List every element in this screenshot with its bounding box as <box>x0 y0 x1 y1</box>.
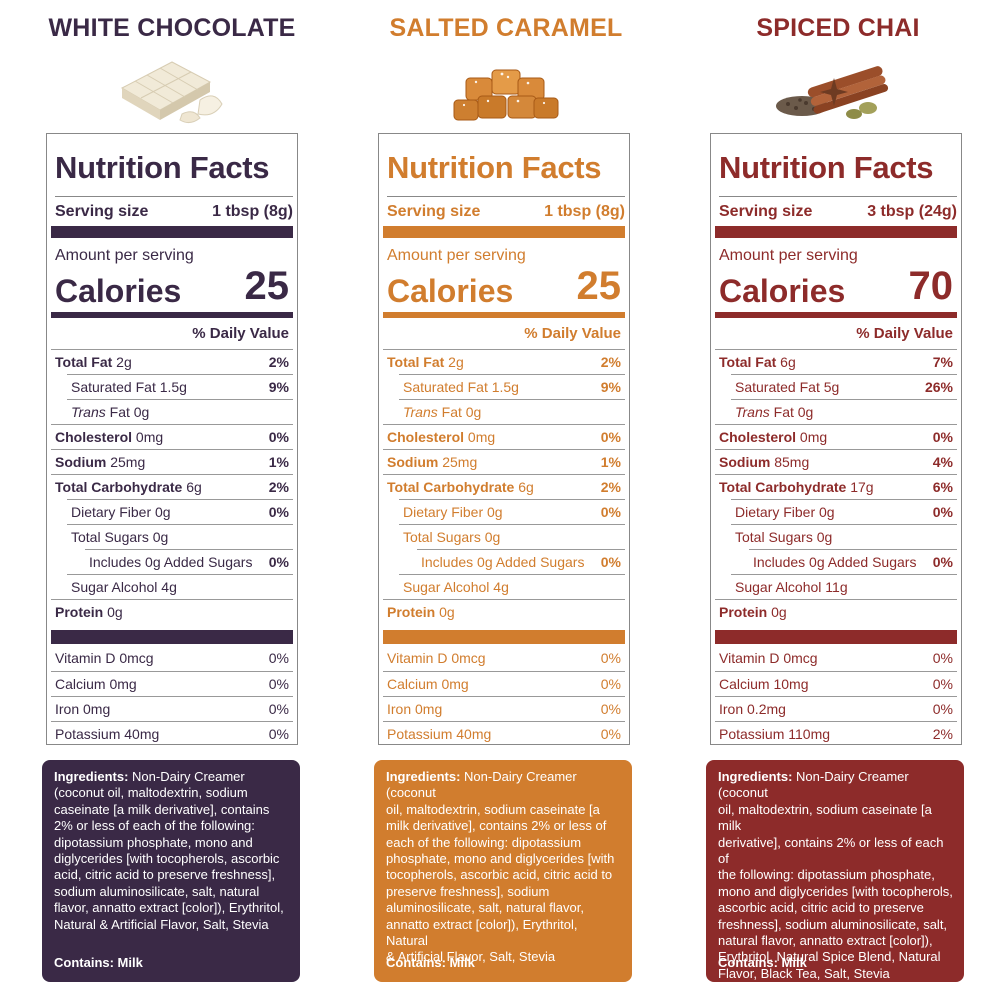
calories-value: 25 <box>244 264 290 308</box>
nutrient-row: Saturated Fat 1.5g 9% <box>67 374 293 400</box>
nutrient-row: Saturated Fat 5g 26% <box>731 374 957 400</box>
daily-value-header-row: % Daily Value <box>51 317 293 347</box>
calories-label: Calories <box>719 273 846 309</box>
serving-size-value: 1 tbsp (8g) <box>212 203 293 220</box>
vitamin-row: Iron 0mg 0% <box>51 696 293 722</box>
nutrient-row: Saturated Fat 1.5g 9% <box>399 374 625 400</box>
nutrient-row: Total Carbohydrate 6g 2% <box>51 474 293 500</box>
ingredients-box: Ingredients: Non-Dairy Creamer (coconut o… <box>706 760 964 982</box>
ingredients-text: Ingredients: Non-Dairy Creamer (coconut o… <box>54 769 284 932</box>
flavor-title: SPICED CHAI <box>756 14 920 42</box>
daily-value-header-row: % Daily Value <box>715 317 957 347</box>
divider-bar <box>51 226 293 238</box>
serving-size-value: 3 tbsp (24g) <box>867 203 957 220</box>
daily-value-header: % Daily Value <box>856 325 953 342</box>
daily-value-header: % Daily Value <box>524 325 621 342</box>
flavor-title: WHITE CHOCOLATE <box>48 14 296 42</box>
vitamin-row: Iron 0mg 0% <box>383 696 625 722</box>
vitamin-row: Potassium 40mg 0% <box>383 721 625 747</box>
calories-label: Calories <box>55 273 182 309</box>
nutrient-row: Total Sugars 0g <box>67 524 293 550</box>
daily-value-header-row: % Daily Value <box>383 317 625 347</box>
nutrient-row: Sodium 25mg 1% <box>383 449 625 475</box>
nutrition-panel: Nutrition Facts Serving size 3 tbsp (24g… <box>710 133 962 745</box>
nutrient-row: Protein 0g <box>51 599 293 625</box>
vitamin-row: Calcium 0mg 0% <box>51 671 293 697</box>
calories-value: 25 <box>576 264 622 308</box>
nutrient-row: Dietary Fiber 0g 0% <box>399 499 625 525</box>
nutrient-row: Cholesterol 0mg 0% <box>715 424 957 450</box>
vitamin-row: Calcium 0mg 0% <box>383 671 625 697</box>
serving-size-row: Serving size 1 tbsp (8g) <box>55 196 293 227</box>
ingredients-text: Ingredients: Non-Dairy Creamer (coconut o… <box>718 769 953 981</box>
vitamin-row: Calcium 10mg 0% <box>715 671 957 697</box>
nutrient-row: Sugar Alcohol 4g <box>67 574 293 600</box>
serving-size-value: 1 tbsp (8g) <box>544 203 625 220</box>
serving-size-label: Serving size <box>719 203 813 220</box>
nutrient-row: Trans Fat 0g <box>399 399 625 425</box>
ingredients-text: Ingredients: Non-Dairy Creamer (coconut o… <box>386 769 615 965</box>
vitamin-row: Vitamin D 0mcg 0% <box>387 650 621 666</box>
contains-allergen: Contains: Milk <box>718 954 807 970</box>
daily-value-header: % Daily Value <box>192 325 289 342</box>
nutrient-row: Sodium 85mg 4% <box>715 449 957 475</box>
vitamin-row: Iron 0.2mg 0% <box>715 696 957 722</box>
vitamin-row: Vitamin D 0mcg 0% <box>55 650 289 666</box>
nutrition-facts-title: Nutrition Facts <box>387 150 602 185</box>
nutrient-row: Total Fat 2g 2% <box>51 349 293 375</box>
nutrition-panel: Nutrition Facts Serving size 1 tbsp (8g)… <box>378 133 630 745</box>
calories-label: Calories <box>387 273 514 309</box>
nutrient-row: Trans Fat 0g <box>67 399 293 425</box>
nutrition-facts-title: Nutrition Facts <box>55 150 270 185</box>
nutrient-row: Total Carbohydrate 6g 2% <box>383 474 625 500</box>
serving-size-row: Serving size 1 tbsp (8g) <box>387 196 625 227</box>
serving-size-label: Serving size <box>387 203 481 220</box>
nutrient-row: Dietary Fiber 0g 0% <box>67 499 293 525</box>
nutrient-row: Includes 0g Added Sugars 0% <box>417 549 625 575</box>
nutrient-row: Trans Fat 0g <box>731 399 957 425</box>
serving-size-row: Serving size 3 tbsp (24g) <box>719 196 957 227</box>
caramel-icon <box>453 69 559 121</box>
nutrient-row: Total Sugars 0g <box>399 524 625 550</box>
ingredients-box: Ingredients: Non-Dairy Creamer (coconut o… <box>42 760 300 982</box>
nutrient-row: Total Fat 6g 7% <box>715 349 957 375</box>
nutrient-row: Includes 0g Added Sugars 0% <box>85 549 293 575</box>
nutrient-row: Total Fat 2g 2% <box>383 349 625 375</box>
vitamin-row: Vitamin D 0mcg 0% <box>719 650 953 666</box>
serving-size-label: Serving size <box>55 203 149 220</box>
nutrient-row: Total Carbohydrate 17g 6% <box>715 474 957 500</box>
nutrient-row: Sugar Alcohol 4g <box>399 574 625 600</box>
nutrient-row: Includes 0g Added Sugars 0% <box>749 549 957 575</box>
divider-bar <box>715 226 957 238</box>
contains-allergen: Contains: Milk <box>54 954 143 970</box>
nutrient-row: Protein 0g <box>715 599 957 625</box>
amount-per-serving: Amount per serving <box>719 247 858 264</box>
divider-bar <box>715 630 957 644</box>
ingredients-box: Ingredients: Non-Dairy Creamer (coconut o… <box>374 760 632 982</box>
flavor-title: SALTED CARAMEL <box>389 14 623 42</box>
white-chocolate-icon <box>120 61 223 124</box>
contains-allergen: Contains: Milk <box>386 954 475 970</box>
chai-spices-icon <box>776 66 889 119</box>
nutrient-row: Dietary Fiber 0g 0% <box>731 499 957 525</box>
divider-bar <box>51 630 293 644</box>
nutrient-row: Protein 0g <box>383 599 625 625</box>
divider-bar <box>383 226 625 238</box>
vitamin-row: Potassium 40mg 0% <box>51 721 293 747</box>
vitamin-row: Potassium 110mg 2% <box>715 721 957 747</box>
nutrition-panel: Nutrition Facts Serving size 1 tbsp (8g)… <box>46 133 298 745</box>
nutrition-facts-title: Nutrition Facts <box>719 150 934 185</box>
amount-per-serving: Amount per serving <box>55 247 194 264</box>
nutrient-row: Cholesterol 0mg 0% <box>51 424 293 450</box>
nutrient-row: Cholesterol 0mg 0% <box>383 424 625 450</box>
nutrient-row: Sodium 25mg 1% <box>51 449 293 475</box>
divider-bar <box>715 312 957 318</box>
divider-bar <box>383 312 625 318</box>
divider-bar <box>383 630 625 644</box>
nutrient-row: Sugar Alcohol 11g <box>731 574 957 600</box>
nutrient-row: Total Sugars 0g <box>731 524 957 550</box>
calories-value: 70 <box>908 264 954 308</box>
amount-per-serving: Amount per serving <box>387 247 526 264</box>
divider-bar <box>51 312 293 318</box>
